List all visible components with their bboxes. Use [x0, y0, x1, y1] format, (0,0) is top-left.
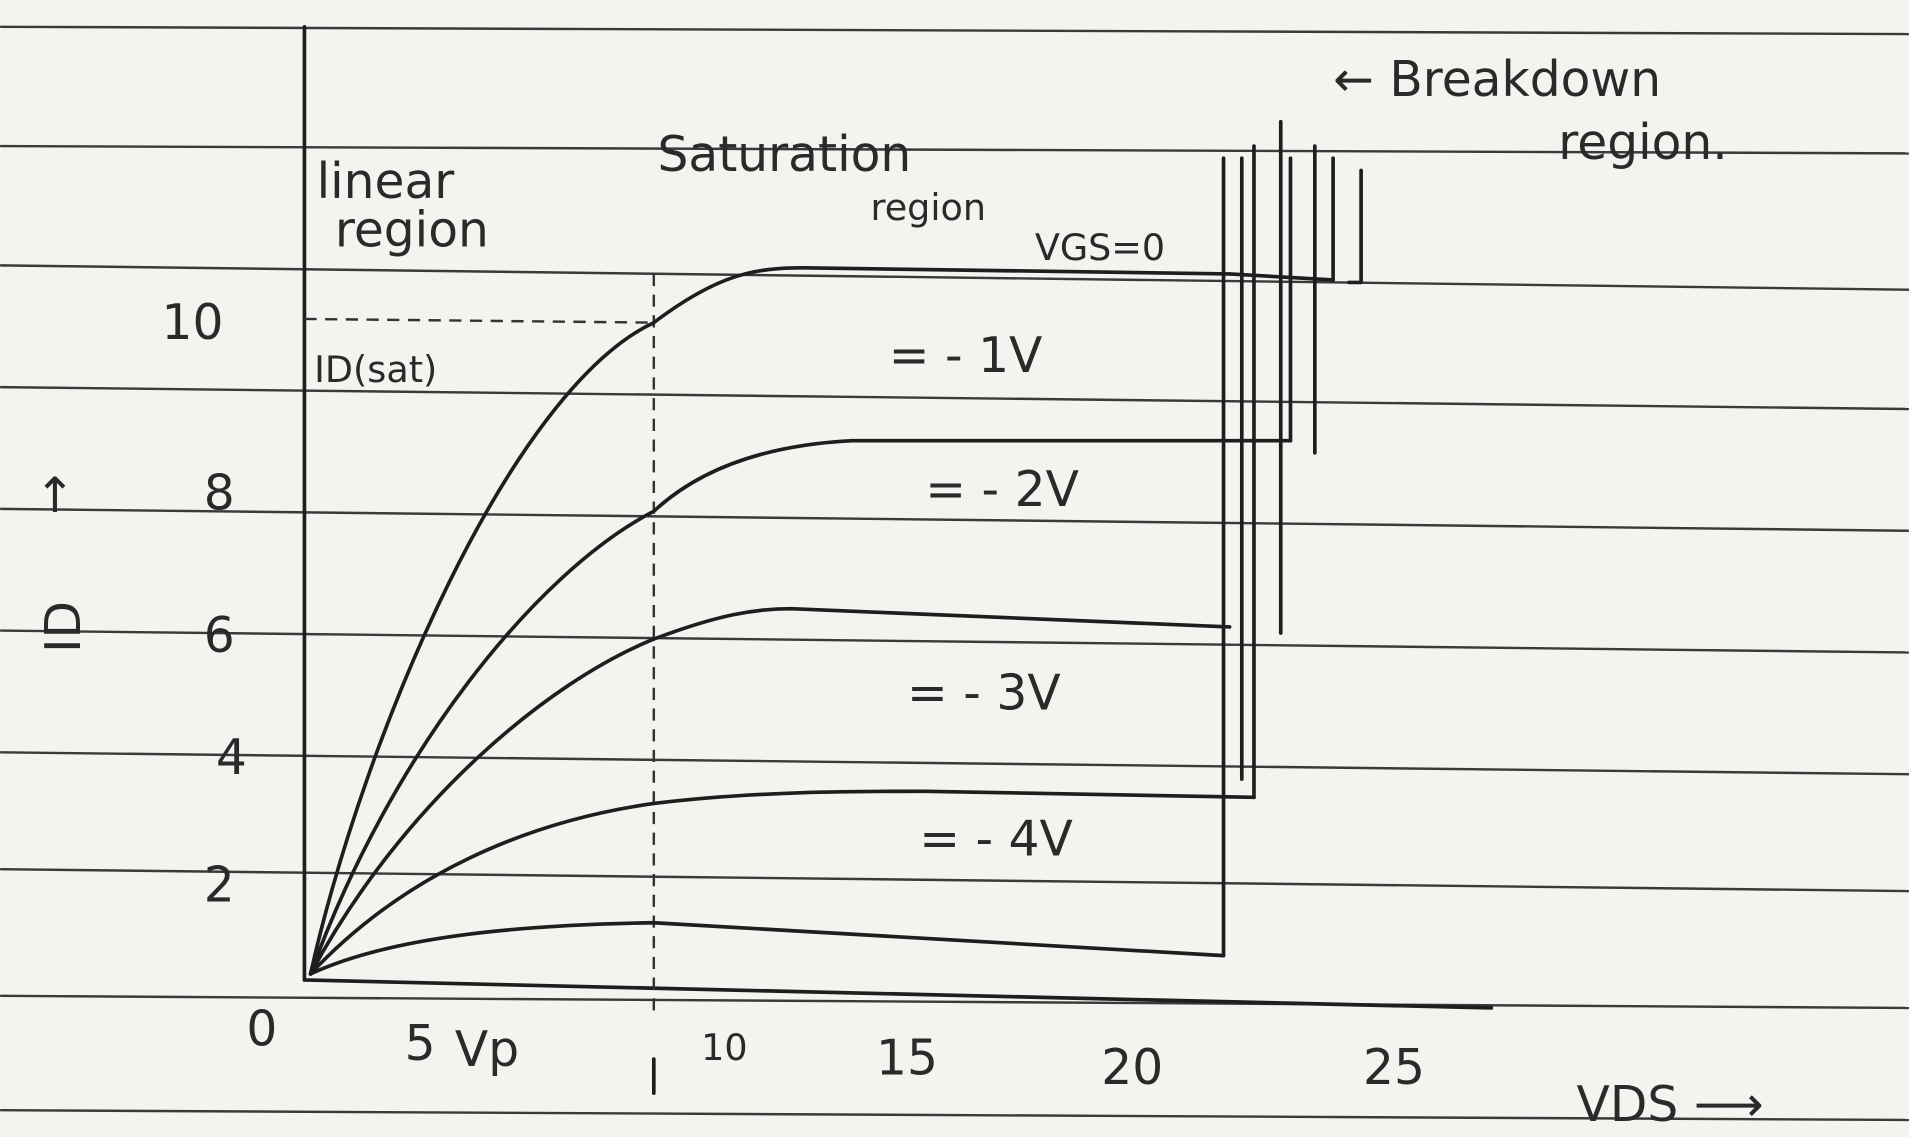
x-tick-label: 15	[876, 1031, 938, 1087]
y-tick-label: 2	[204, 858, 235, 914]
origin-label: 0	[246, 1001, 277, 1057]
x-tick-label: 25	[1363, 1040, 1425, 1096]
x-tick-label: 5	[405, 1016, 436, 1072]
curve-label: VGS=0	[1035, 226, 1165, 269]
breakdown-lines	[1221, 119, 1363, 958]
axes	[302, 24, 1494, 1096]
x-tick-label: 20	[1101, 1040, 1163, 1096]
saturation-label: region	[871, 186, 986, 229]
curve-label: = - 1V	[889, 328, 1043, 384]
saturation-label: Saturation	[657, 127, 911, 183]
breakdown-label: region.	[1558, 115, 1727, 171]
linear-label: linear	[317, 154, 456, 210]
x-axis-label: VDS ⟶	[1577, 1077, 1764, 1133]
y-axis-arrow: ↑	[34, 468, 75, 524]
ruled-lines	[0, 25, 1909, 1122]
y-tick-label: 4	[216, 730, 247, 786]
linear-label: region	[335, 203, 489, 259]
curve-label: = - 2V	[925, 462, 1079, 518]
curve-label: = - 4V	[919, 811, 1073, 867]
y-axis-label: ID	[36, 601, 92, 653]
x-tick-label: 10	[701, 1026, 747, 1069]
curve-label: = - 3V	[907, 665, 1061, 721]
y-tick-label: 8	[204, 466, 235, 522]
breakdown-label: ← Breakdown	[1333, 52, 1661, 108]
y-tick-label: 6	[204, 608, 235, 664]
id-sat-label: ID(sat)	[314, 348, 437, 391]
y-tick-label: 10	[161, 295, 223, 351]
curves	[308, 265, 1293, 976]
x-tick-label: Vp	[455, 1022, 519, 1078]
